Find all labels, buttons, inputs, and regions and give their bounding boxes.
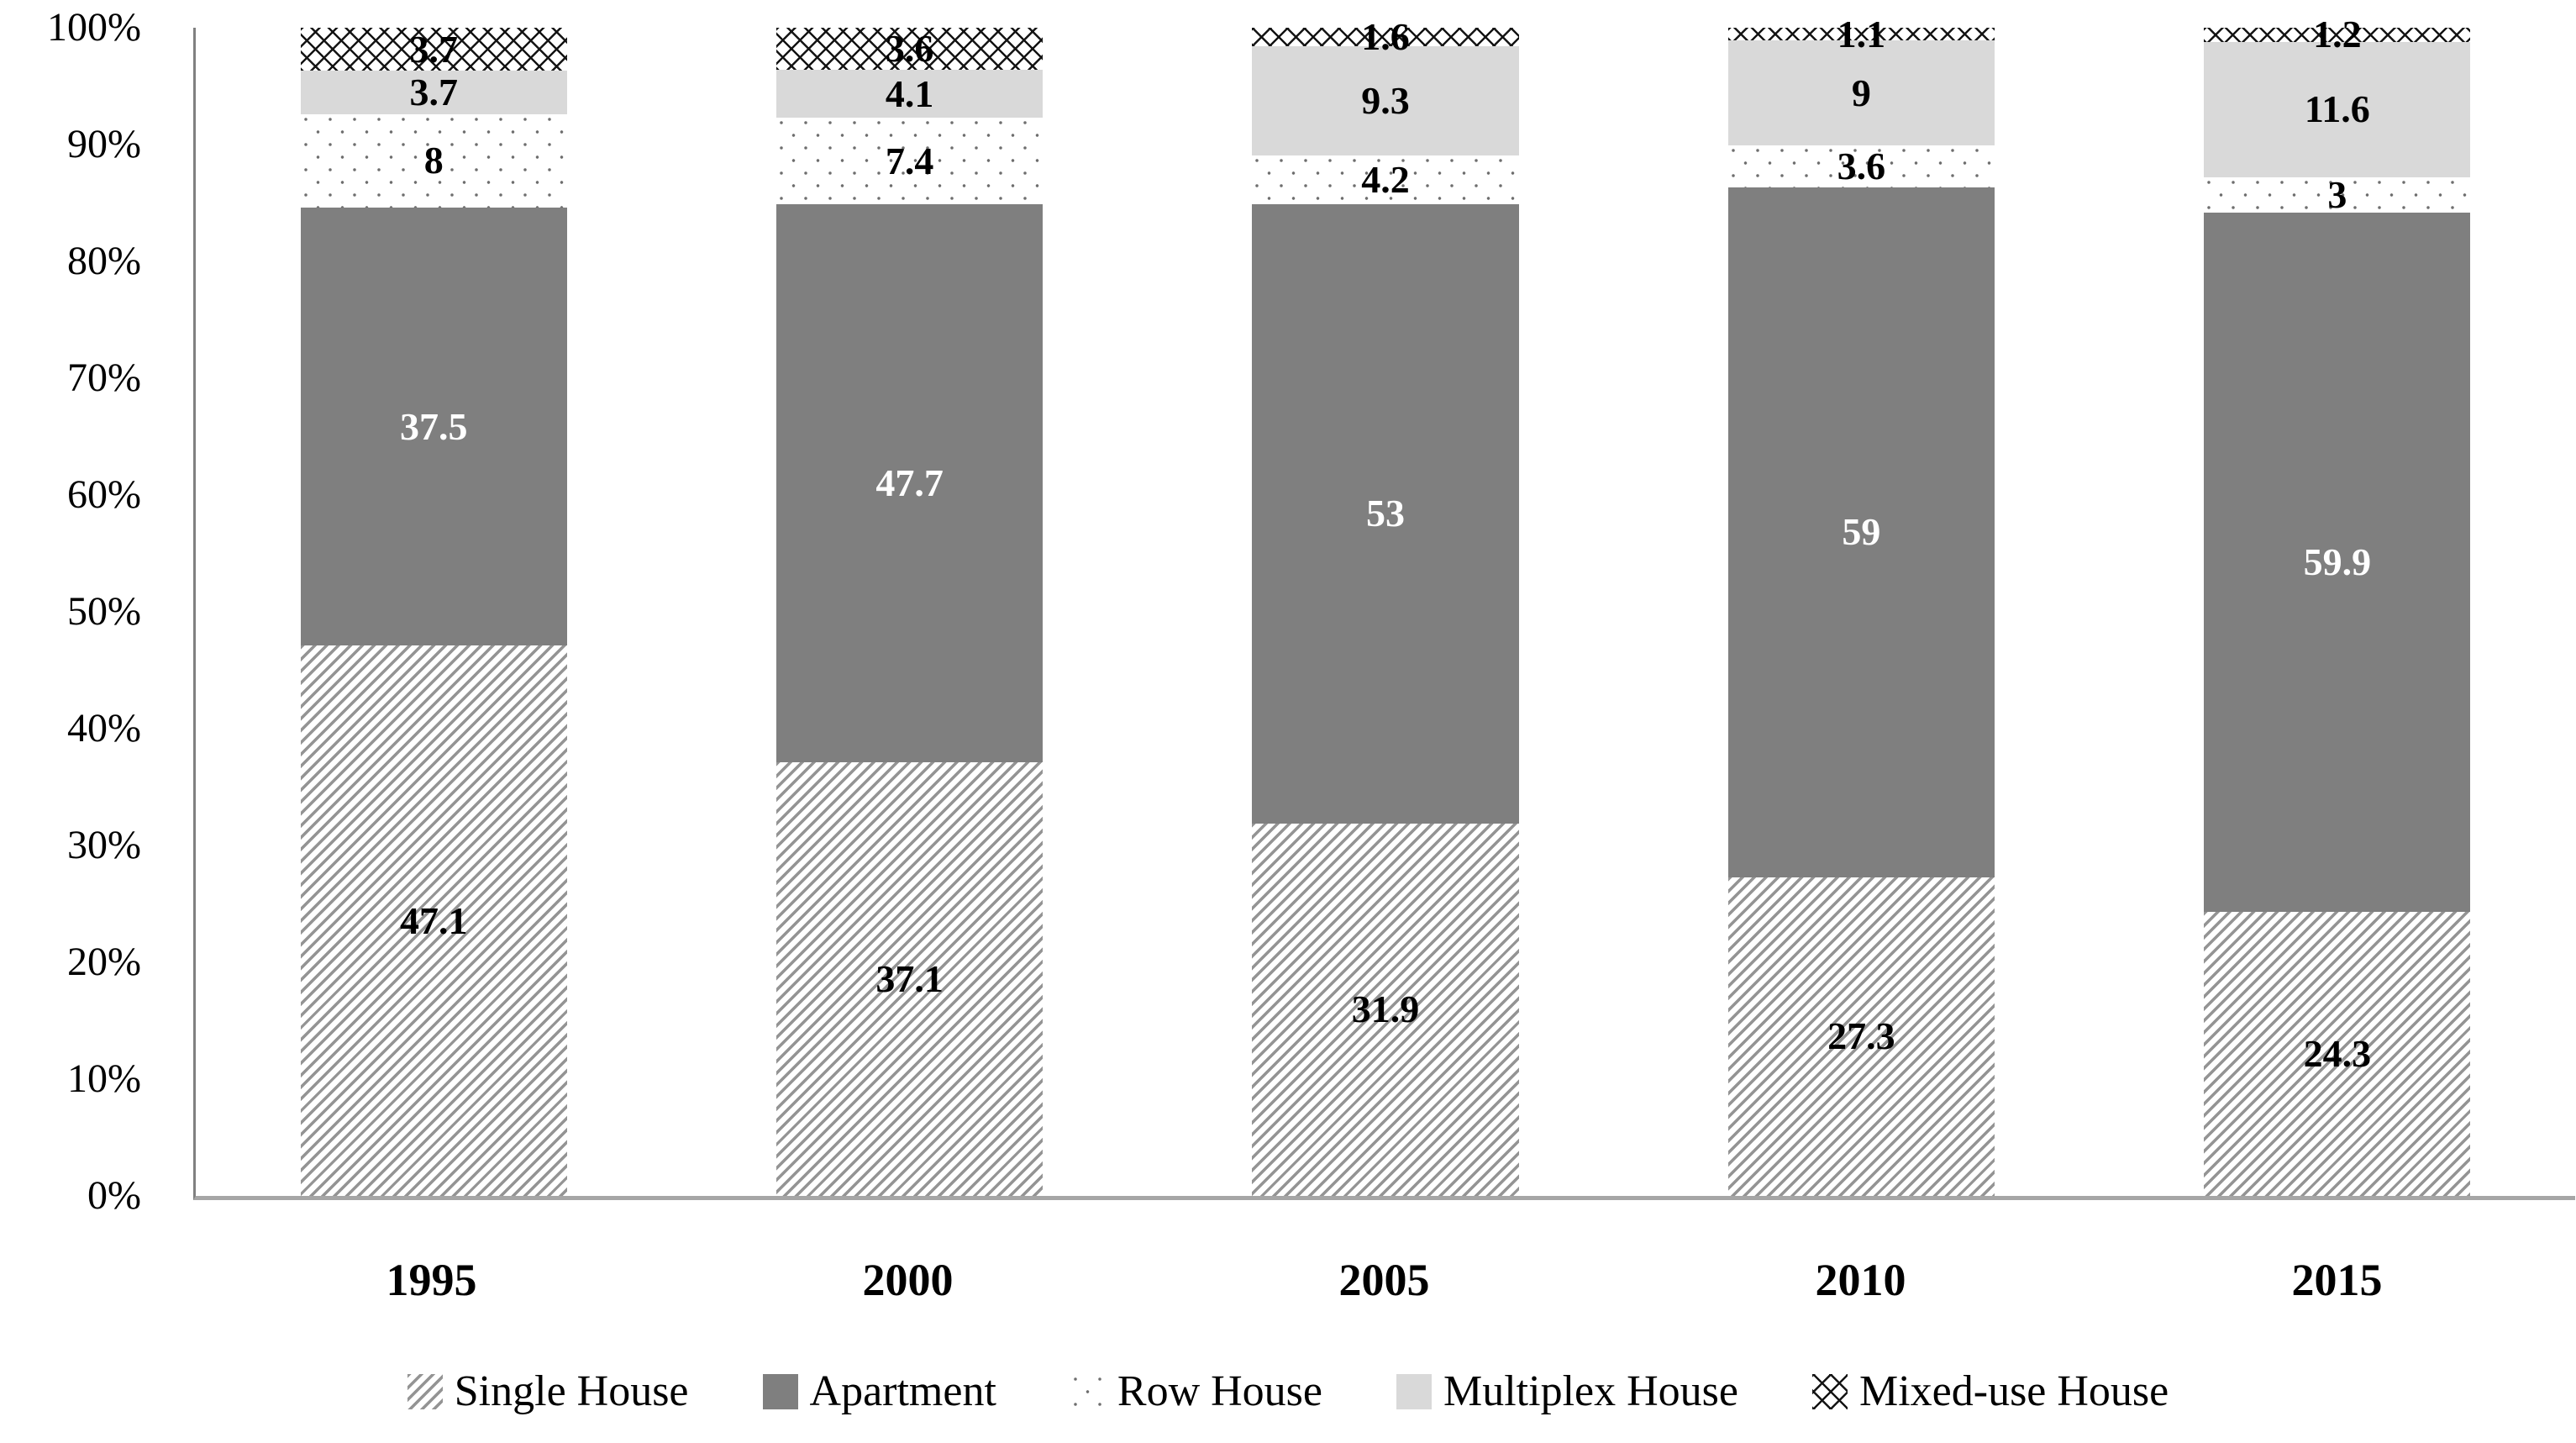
bar-segment-apartment-1995: 37.5 xyxy=(300,208,567,646)
bar-segment-multiplex-house-2015: 11.6 xyxy=(2204,41,2471,177)
segment-value-label: 8 xyxy=(423,139,444,182)
x-axis: 1995 2000 2005 2010 2015 xyxy=(193,1234,2575,1326)
bar-segment-row-house-2015: 3 xyxy=(2204,172,2471,216)
bar-segment-mixed-use-house-2000: 3.6 xyxy=(776,27,1044,71)
bars-container: 3.7 3.7 8 37.5 47.1 3.6 4.1 7.4 47.7 37.1 1.6 9.3 4.… xyxy=(196,14,2575,1196)
y-axis-tick-label: 10% xyxy=(67,1056,141,1101)
segment-value-label: 11.6 xyxy=(2304,87,2370,131)
dots-swatch-icon xyxy=(1070,1374,1106,1409)
segment-value-label: 9 xyxy=(1851,71,1871,114)
segment-value-label: 59 xyxy=(1842,510,1881,554)
x-axis-label-1995: 1995 xyxy=(386,1255,477,1305)
y-axis: 100% 90% 80% 70% 60% 50% 40% 30% 20% 10% 0% xyxy=(0,0,141,1443)
plot-area: 3.7 3.7 8 37.5 47.1 3.6 4.1 7.4 47.7 37.1 1.6 9.3 4.… xyxy=(193,14,2575,1200)
bar-segment-row-house-2000: 7.4 xyxy=(776,118,1044,205)
bar-segment-mixed-use-house-1995: 3.7 xyxy=(300,27,567,71)
bar-slot-2015: 1.2 11.6 3 59.9 24.3 xyxy=(2100,15,2575,1196)
legend-label: Apartment xyxy=(809,1367,996,1415)
y-axis-tick-label: 100% xyxy=(47,5,141,50)
segment-value-label: 3.7 xyxy=(409,27,458,71)
legend-item-apartment: Apartment xyxy=(762,1367,996,1415)
bar-segment-mixed-use-house-2010: 1.1 xyxy=(1727,14,1995,53)
bar-2015: 1.2 11.6 3 59.9 24.3 xyxy=(2204,15,2471,1196)
segment-value-label: 47.1 xyxy=(399,898,468,942)
bar-segment-single-house-2010: 27.3 xyxy=(1727,877,1995,1196)
legend-item-row-house: Row House xyxy=(1070,1370,1322,1414)
crosshatch-swatch-icon xyxy=(1811,1374,1848,1409)
bar-segment-row-house-1995: 8 xyxy=(300,113,567,208)
legend-label: Row House xyxy=(1117,1367,1322,1415)
bar-segment-apartment-2010: 59 xyxy=(1727,187,1995,877)
segment-value-label: 31.9 xyxy=(1351,987,1420,1031)
bar-segment-mixed-use-house-2015: 1.2 xyxy=(2204,15,2471,54)
legend-item-single-house: Single House xyxy=(407,1370,689,1414)
x-axis-label-2015: 2015 xyxy=(2291,1255,2383,1305)
bar-2000: 3.6 4.1 7.4 47.7 37.1 xyxy=(776,27,1044,1196)
x-axis-label-2005: 2005 xyxy=(1338,1255,1430,1305)
bar-segment-multiplex-house-2005: 9.3 xyxy=(1252,46,1519,155)
legend-item-multiplex-house: Multiplex House xyxy=(1396,1370,1738,1414)
bar-segment-single-house-2000: 37.1 xyxy=(776,761,1044,1196)
segment-value-label: 59.9 xyxy=(2303,540,2372,583)
segment-value-label: 3 xyxy=(2327,172,2347,216)
y-axis-tick-label: 80% xyxy=(67,239,141,283)
segment-value-label: 37.5 xyxy=(399,404,468,448)
bar-segment-row-house-2010: 3.6 xyxy=(1727,145,1995,188)
y-axis-tick-label: 60% xyxy=(67,472,141,517)
bar-segment-multiplex-house-2010: 9 xyxy=(1727,40,1995,146)
bar-segment-single-house-2005: 31.9 xyxy=(1252,823,1519,1196)
segment-value-label: 47.7 xyxy=(875,461,944,504)
segment-value-label: 1.6 xyxy=(1361,15,1410,59)
segment-value-label: 4.1 xyxy=(885,71,934,115)
segment-value-label: 1.1 xyxy=(1837,12,1886,55)
segment-value-label: 3.6 xyxy=(885,27,934,71)
bar-2010: 1.1 9 3.6 59 27.3 xyxy=(1727,14,1995,1196)
bar-1995: 3.7 3.7 8 37.5 47.1 xyxy=(300,27,567,1196)
segment-value-label: 37.1 xyxy=(875,956,944,1000)
bar-slot-2010: 1.1 9 3.6 59 27.3 xyxy=(1623,14,2099,1196)
bar-segment-multiplex-house-1995: 3.7 xyxy=(300,71,567,114)
bar-segment-single-house-1995: 47.1 xyxy=(300,645,567,1196)
segment-value-label: 3.7 xyxy=(409,71,458,114)
y-axis-tick-label: 90% xyxy=(67,122,141,166)
bar-2005: 1.6 9.3 4.2 53 31.9 xyxy=(1252,18,1519,1196)
solid-dark-gray-swatch-icon xyxy=(762,1374,798,1409)
x-axis-label-2010: 2010 xyxy=(1815,1255,1906,1305)
x-axis-label-2000: 2000 xyxy=(862,1255,954,1305)
bar-slot-2005: 1.6 9.3 4.2 53 31.9 xyxy=(1148,18,1623,1196)
legend-label: Single House xyxy=(454,1367,689,1415)
segment-value-label: 4.2 xyxy=(1361,157,1410,201)
segment-value-label: 27.3 xyxy=(1827,1014,1895,1058)
bar-segment-apartment-2015: 59.9 xyxy=(2204,212,2471,913)
y-axis-tick-label: 70% xyxy=(67,355,141,400)
y-axis-tick-label: 40% xyxy=(67,706,141,750)
bar-slot-1995: 3.7 3.7 8 37.5 47.1 xyxy=(196,28,671,1196)
bar-segment-mixed-use-house-2005: 1.6 xyxy=(1252,18,1519,56)
y-axis-tick-label: 20% xyxy=(67,940,141,984)
legend-label: Mixed-use House xyxy=(1858,1367,2169,1415)
y-axis-tick-label: 50% xyxy=(67,589,141,634)
segment-value-label: 53 xyxy=(1366,492,1406,535)
bar-segment-row-house-2005: 4.2 xyxy=(1252,155,1519,204)
segment-value-label: 9.3 xyxy=(1361,78,1410,122)
legend-label: Multiplex House xyxy=(1443,1367,1738,1415)
y-axis-tick-label: 30% xyxy=(67,823,141,867)
y-axis-tick-label: 0% xyxy=(87,1173,141,1218)
segment-value-label: 24.3 xyxy=(2303,1032,2372,1076)
bar-segment-single-house-2015: 24.3 xyxy=(2204,912,2471,1196)
bar-slot-2000: 3.6 4.1 7.4 47.7 37.1 xyxy=(671,28,1147,1196)
segment-value-label: 7.4 xyxy=(885,139,934,182)
bar-segment-apartment-2005: 53 xyxy=(1252,203,1519,824)
diagonal-hatch-swatch-icon xyxy=(407,1374,443,1409)
segment-value-label: 3.6 xyxy=(1837,145,1886,188)
solid-light-gray-swatch-icon xyxy=(1396,1374,1432,1409)
legend: Single House Apartment Row House Multiplex … xyxy=(0,1341,2576,1442)
segment-value-label: 1.2 xyxy=(2313,13,2362,56)
bar-segment-multiplex-house-2000: 4.1 xyxy=(776,70,1044,118)
legend-item-mixed-use-house: Mixed-use House xyxy=(1811,1367,2169,1415)
bar-segment-apartment-2000: 47.7 xyxy=(776,204,1044,762)
